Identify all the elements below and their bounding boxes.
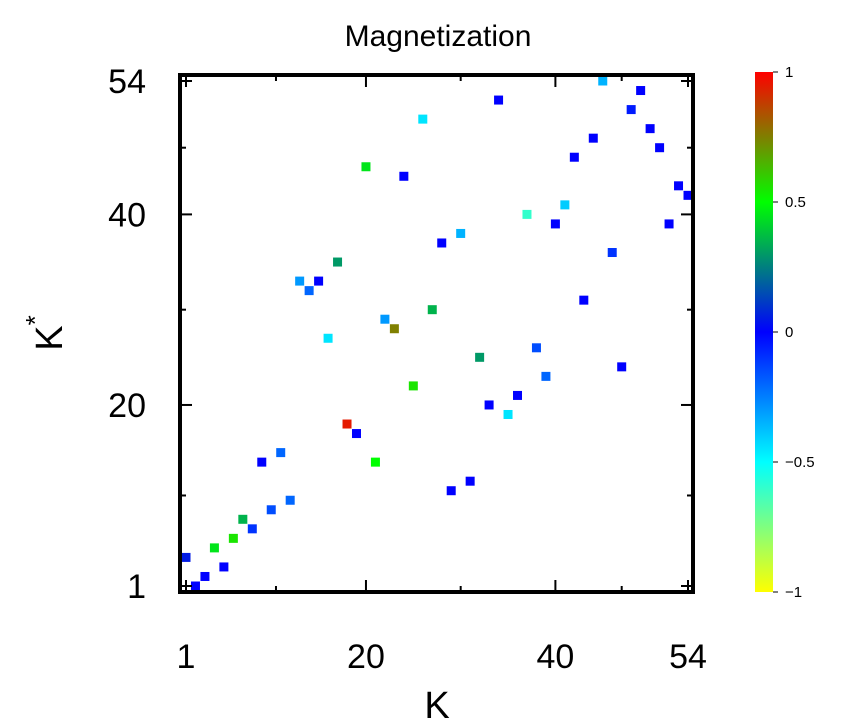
data-point [228, 533, 238, 543]
data-point [550, 219, 560, 229]
data-point [257, 457, 267, 467]
data-point [465, 476, 475, 486]
data-point [484, 400, 494, 410]
colorbar [755, 72, 773, 592]
data-point [181, 552, 191, 562]
data-point [683, 190, 693, 200]
axis-ticks [180, 75, 693, 592]
data-point [531, 343, 541, 353]
colorbar-tick-label: 0 [785, 324, 793, 341]
data-point [370, 457, 380, 467]
data-point [626, 105, 636, 115]
y-tick-label: 20 [108, 387, 146, 425]
y-tick-label: 1 [127, 568, 146, 606]
colorbar-tick-label: 1 [785, 64, 793, 81]
data-point [560, 200, 570, 210]
x-tick-label: 54 [669, 638, 707, 676]
data-point [380, 314, 390, 324]
colorbar-tick-label: −0.5 [785, 454, 815, 471]
x-tick-label: 40 [536, 638, 574, 676]
data-point [664, 219, 674, 229]
colorbar-ticks: 1 0.5 0 −0.5 −1 [773, 64, 815, 601]
data-point [674, 181, 684, 191]
axis-tick-labels: 1 20 40 54 1 20 40 54 [108, 63, 707, 676]
y-axis-label-group: K* [20, 315, 71, 350]
data-point [342, 419, 352, 429]
colorbar-tick-label: 0.5 [785, 194, 806, 211]
data-point [209, 543, 219, 553]
data-point [446, 486, 456, 496]
data-point [238, 514, 248, 524]
data-point [617, 362, 627, 372]
y-tick-label: 54 [108, 63, 146, 101]
y-axis-label-superscript: * [20, 315, 50, 325]
data-point [636, 86, 646, 96]
data-point [513, 390, 523, 400]
data-point [503, 409, 513, 419]
data-point [645, 124, 655, 134]
data-point [247, 524, 257, 534]
x-tick-label: 1 [177, 638, 196, 676]
data-point [418, 114, 428, 124]
data-point [314, 276, 324, 286]
data-point [475, 352, 485, 362]
data-point [408, 381, 418, 391]
data-point [494, 95, 504, 105]
data-point [456, 228, 466, 238]
plot-frame [178, 73, 695, 594]
data-point [295, 276, 305, 286]
svg-text:K*: K* [20, 315, 71, 350]
data-point [655, 143, 665, 153]
y-axis-label: K [29, 325, 71, 350]
data-points [181, 76, 693, 591]
data-point [361, 162, 371, 172]
data-point [569, 152, 579, 162]
data-point [285, 495, 295, 505]
y-tick-label: 40 [108, 196, 146, 234]
data-point [588, 133, 598, 143]
data-point [219, 562, 229, 572]
data-point [598, 76, 608, 86]
data-point [522, 209, 532, 219]
data-point [276, 448, 286, 458]
data-point [437, 238, 447, 248]
chart-title: Magnetization [345, 20, 532, 53]
data-point [541, 371, 551, 381]
x-axis-label: K [424, 685, 449, 727]
data-point [399, 171, 409, 181]
data-point [351, 429, 361, 439]
data-point [323, 333, 333, 343]
data-point [333, 257, 343, 267]
data-point [389, 324, 399, 334]
data-point [200, 571, 210, 581]
data-point [266, 505, 276, 515]
data-point [427, 305, 437, 315]
data-point [607, 248, 617, 258]
data-point [579, 295, 589, 305]
x-tick-label: 20 [347, 638, 385, 676]
data-point [190, 581, 200, 591]
data-point [304, 286, 314, 296]
colorbar-tick-label: −1 [785, 584, 802, 601]
